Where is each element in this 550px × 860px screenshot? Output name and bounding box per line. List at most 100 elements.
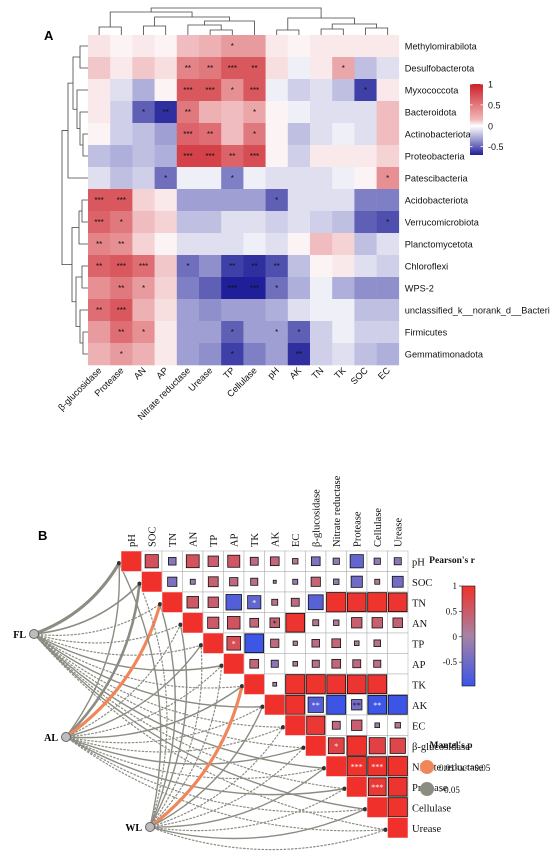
heatmap-cell xyxy=(132,299,155,322)
correlation-square xyxy=(285,674,306,695)
correlation-square xyxy=(311,659,320,668)
column-label: AN xyxy=(188,531,199,547)
heatmap-cell xyxy=(199,145,222,168)
correlation-square xyxy=(312,619,320,627)
significance-mark: *** xyxy=(228,284,237,293)
heatmap-cell xyxy=(287,35,311,58)
heatmap-cell xyxy=(354,299,377,322)
panel-a-column-dendrogram xyxy=(98,7,389,35)
grid-cell xyxy=(387,673,409,695)
correlation-square xyxy=(373,557,381,565)
correlation-square xyxy=(271,598,279,606)
heatmap-cell xyxy=(176,299,200,322)
correlation-square xyxy=(229,577,239,587)
heatmap-cell xyxy=(221,79,244,102)
heatmap-cell xyxy=(176,233,200,256)
dendrogram-branch xyxy=(150,7,322,18)
correlation-square xyxy=(374,578,381,585)
significance-mark: ** xyxy=(251,64,257,73)
link-endpoint xyxy=(342,786,347,791)
colorbar-tick-label: -0.5 xyxy=(443,657,458,667)
link-endpoint xyxy=(383,827,388,832)
heatmap-cell xyxy=(265,321,289,344)
row-label: Nitrate reductase xyxy=(412,762,484,773)
panel-a-row-dendrogram xyxy=(61,45,88,355)
heatmap-cell xyxy=(310,123,333,146)
heatmap-cell xyxy=(176,57,200,80)
link-endpoint xyxy=(137,581,142,586)
heatmap-cell xyxy=(287,189,311,212)
heatmap-cell xyxy=(199,35,222,58)
significance-mark: *** xyxy=(205,86,214,95)
row-label: SOC xyxy=(412,578,432,589)
heatmap-cell xyxy=(354,255,377,278)
correlation-square xyxy=(305,674,326,695)
correlation-square xyxy=(310,556,321,567)
heatmap-cell xyxy=(221,35,244,58)
correlation-square xyxy=(285,694,306,715)
heatmap-cell xyxy=(332,321,355,344)
heatmap-cell xyxy=(88,233,111,256)
column-label: Urease xyxy=(186,365,214,393)
panel-a-heatmap-cells xyxy=(88,35,400,366)
heatmap-cell xyxy=(221,145,244,168)
mantel-link xyxy=(149,747,305,828)
significance-mark: * xyxy=(386,174,389,183)
heatmap-cell xyxy=(287,233,311,256)
panel-b-label: B xyxy=(38,528,47,543)
heatmap-cell xyxy=(376,233,400,256)
correlation-square xyxy=(388,592,408,612)
significance-mark: ** xyxy=(274,262,280,271)
correlation-square xyxy=(374,722,380,728)
heatmap-cell xyxy=(354,233,377,256)
heatmap-cell xyxy=(132,167,155,190)
heatmap-cell xyxy=(199,277,222,300)
colorbar-tick-label: 0.5 xyxy=(446,606,458,616)
colorbar-tick-label: 0.5 xyxy=(488,100,501,110)
heatmap-cell xyxy=(221,57,244,80)
heatmap-cell xyxy=(376,79,400,102)
heatmap-cell xyxy=(265,189,289,212)
heatmap-cell xyxy=(132,211,155,234)
heatmap-cell xyxy=(221,255,244,278)
correlation-square xyxy=(272,681,278,687)
heatmap-cell xyxy=(154,57,178,80)
heatmap-cell xyxy=(176,123,200,146)
significance-mark: *** xyxy=(139,262,148,271)
significance-mark: * xyxy=(275,284,278,293)
correlation-square xyxy=(326,694,347,715)
heatmap-cell xyxy=(243,321,266,344)
heatmap-cell xyxy=(354,343,377,366)
heatmap-cell xyxy=(221,101,244,124)
heatmap-cell xyxy=(176,167,200,190)
heatmap-cell xyxy=(287,321,311,344)
heatmap-cell xyxy=(310,233,333,256)
row-label: Patescibacteria xyxy=(405,174,469,184)
heatmap-cell xyxy=(176,189,200,212)
correlation-square xyxy=(290,597,300,607)
heatmap-cell xyxy=(265,79,289,102)
colorbar-gradient xyxy=(461,585,476,687)
heatmap-cell xyxy=(154,299,178,322)
row-label: TK xyxy=(412,680,426,691)
heatmap-cell xyxy=(88,343,111,366)
heatmap-cell xyxy=(199,321,222,344)
heatmap-cell xyxy=(243,343,266,366)
significance-mark: * xyxy=(275,328,278,337)
significance-mark: * xyxy=(273,619,277,628)
heatmap-cell xyxy=(310,57,333,80)
heatmap-cell xyxy=(132,79,155,102)
row-label: AN xyxy=(412,619,428,630)
heatmap-cell xyxy=(88,211,111,234)
heatmap-cell xyxy=(110,277,133,300)
heatmap-cell xyxy=(243,211,266,234)
heatmap-cell xyxy=(332,211,355,234)
heatmap-cell xyxy=(310,167,333,190)
diagonal-cell xyxy=(243,673,265,695)
significance-mark: *** xyxy=(205,152,214,161)
correlation-square xyxy=(250,577,259,586)
link-endpoint xyxy=(281,725,285,730)
mantel-link xyxy=(33,633,264,708)
heatmap-cell xyxy=(354,57,377,80)
